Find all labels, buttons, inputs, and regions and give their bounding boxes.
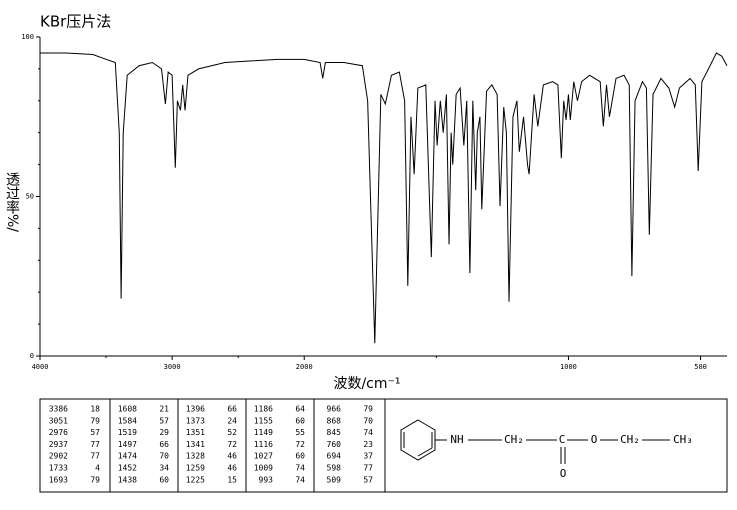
peak-transmittance: 74 — [363, 428, 373, 437]
structure-label: O — [591, 433, 598, 446]
peak-wavenumber: 2976 — [49, 428, 68, 437]
peak-transmittance: 79 — [90, 475, 100, 484]
peak-transmittance: 60 — [295, 416, 305, 425]
y-axis-label: 透过率%/ — [4, 172, 20, 232]
peak-transmittance: 52 — [227, 428, 237, 437]
peak-wavenumber: 1373 — [186, 416, 205, 425]
peak-wavenumber: 509 — [327, 475, 342, 484]
peak-transmittance: 46 — [227, 452, 237, 461]
peak-transmittance: 74 — [295, 464, 305, 473]
x-tick-label: 3000 — [164, 363, 181, 371]
peak-transmittance: 57 — [363, 475, 373, 484]
y-tick-label: 0 — [30, 352, 34, 360]
x-axis-label: 波数/cm⁻¹ — [333, 376, 400, 392]
peak-transmittance: 37 — [363, 452, 373, 461]
peak-transmittance: 60 — [295, 452, 305, 461]
x-tick-label: 500 — [694, 363, 707, 371]
peak-transmittance: 23 — [363, 440, 373, 449]
peak-transmittance: 66 — [227, 405, 237, 414]
peak-wavenumber: 1452 — [118, 464, 137, 473]
peak-transmittance: 21 — [159, 405, 169, 414]
peak-wavenumber: 1259 — [186, 464, 205, 473]
peak-transmittance: 24 — [227, 416, 237, 425]
peak-wavenumber: 1438 — [118, 475, 137, 484]
bond — [417, 447, 433, 457]
peak-transmittance: 60 — [159, 475, 169, 484]
structure-label: O — [560, 467, 567, 480]
peak-wavenumber: 1027 — [254, 452, 273, 461]
structure-bonds — [400, 419, 670, 464]
y-tick-label: 50 — [26, 193, 34, 201]
peak-transmittance: 66 — [159, 440, 169, 449]
peak-transmittance: 4 — [95, 464, 100, 473]
peak-wavenumber: 760 — [327, 440, 342, 449]
structure-label: CH₂ — [504, 433, 524, 446]
benzene-ring — [400, 419, 436, 461]
peak-wavenumber: 1155 — [254, 416, 273, 425]
structure-label: NH — [450, 433, 463, 446]
peak-wavenumber: 1608 — [118, 405, 137, 414]
table-frame — [39, 398, 728, 493]
peak-wavenumber: 1116 — [254, 440, 273, 449]
peak-transmittance: 74 — [295, 475, 305, 484]
structure-label: C — [559, 433, 566, 446]
structure-label: CH₂ — [620, 433, 640, 446]
peak-wavenumber: 1497 — [118, 440, 137, 449]
peak-transmittance: 77 — [363, 464, 373, 473]
peak-transmittance: 15 — [227, 475, 237, 484]
peak-wavenumber: 598 — [327, 464, 342, 473]
peak-transmittance: 34 — [159, 464, 169, 473]
peak-transmittance: 55 — [295, 428, 305, 437]
peak-wavenumber: 3051 — [49, 416, 68, 425]
peak-wavenumber: 1693 — [49, 475, 68, 484]
peak-transmittance: 72 — [227, 440, 237, 449]
peak-wavenumber: 1341 — [186, 440, 205, 449]
peak-transmittance: 79 — [363, 405, 373, 414]
peak-transmittance: 70 — [363, 416, 373, 425]
structure-label: CH₃ — [673, 433, 693, 446]
peak-wavenumber: 1733 — [49, 464, 68, 473]
peak-transmittance: 57 — [90, 428, 100, 437]
peak-transmittance: 79 — [90, 416, 100, 425]
x-tick-label: 2000 — [296, 363, 313, 371]
peak-wavenumber: 845 — [327, 428, 342, 437]
peak-wavenumber: 1186 — [254, 405, 273, 414]
peak-transmittance: 57 — [159, 416, 169, 425]
peak-wavenumber: 1149 — [254, 428, 273, 437]
peak-wavenumber: 3386 — [49, 405, 68, 414]
peak-transmittance: 70 — [159, 452, 169, 461]
peak-transmittance: 18 — [90, 405, 100, 414]
peak-wavenumber: 993 — [259, 475, 274, 484]
peak-transmittance: 77 — [90, 440, 100, 449]
peak-wavenumber: 1474 — [118, 452, 137, 461]
peak-wavenumber: 1351 — [186, 428, 205, 437]
peak-transmittance: 29 — [159, 428, 169, 437]
spectrum-line — [40, 52, 728, 344]
y-tick-label: 100 — [21, 33, 34, 41]
peak-wavenumber: 2902 — [49, 452, 68, 461]
peak-wavenumber: 1396 — [186, 405, 205, 414]
peak-wavenumber: 1519 — [118, 428, 137, 437]
peak-wavenumber: 2937 — [49, 440, 68, 449]
peak-wavenumber: 868 — [327, 416, 342, 425]
peak-wavenumber: 1009 — [254, 464, 273, 473]
peak-transmittance: 77 — [90, 452, 100, 461]
peak-wavenumber: 694 — [327, 452, 342, 461]
table-dividers — [109, 399, 386, 492]
peak-transmittance: 46 — [227, 464, 237, 473]
peak-wavenumber: 966 — [327, 405, 342, 414]
chart-title: KBr压片法 — [40, 13, 111, 31]
peak-transmittance: 64 — [295, 405, 305, 414]
peak-wavenumber: 1328 — [186, 452, 205, 461]
peak-wavenumber: 1225 — [186, 475, 205, 484]
x-tick-label: 4000 — [32, 363, 49, 371]
peak-wavenumber: 1584 — [118, 416, 137, 425]
x-tick-label: 1000 — [560, 363, 577, 371]
peak-transmittance: 72 — [295, 440, 305, 449]
